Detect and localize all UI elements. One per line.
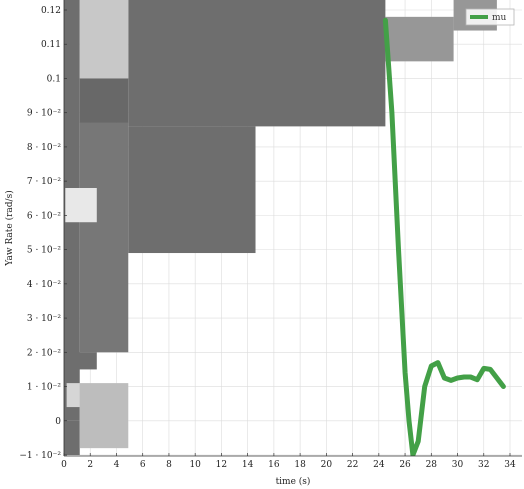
x-tick-label: 0 — [61, 460, 67, 470]
background-region — [65, 188, 97, 223]
x-tick-label: 8 — [166, 460, 172, 470]
axes — [63, 0, 522, 457]
background-region — [66, 383, 80, 408]
y-axis-label: Yaw Rate (rad/s) — [4, 190, 15, 266]
y-tick-label: 3 · 10⁻² — [27, 314, 62, 324]
y-tick-label: 7 · 10⁻² — [27, 177, 62, 187]
series-layer — [382, 17, 506, 456]
x-tick-label: 30 — [452, 460, 464, 470]
x-tick-label: 18 — [294, 460, 306, 470]
x-tick-label: 16 — [268, 460, 280, 470]
x-tick-label: 6 — [140, 460, 146, 470]
x-tick-label: 2 — [87, 460, 93, 470]
x-tick-labels: 0 2 4 6 8 10 12 14 16 18 20 22 24 26 28 30 32 34 — [61, 460, 516, 470]
x-tick-label: 10 — [189, 460, 201, 470]
y-tick-label: −1 · 10⁻² — [19, 451, 61, 461]
y-tick-label: 1 · 10⁻² — [27, 383, 62, 393]
x-tick-label: 14 — [242, 460, 254, 470]
background-region — [79, 0, 129, 79]
background-regions — [64, 0, 497, 455]
y-tick-label: 0.1 — [47, 74, 61, 84]
y-tick-label: 0.11 — [41, 40, 61, 50]
y-tick-label: 9 · 10⁻² — [27, 109, 62, 119]
background-region — [128, 126, 256, 254]
background-region — [79, 383, 129, 449]
y-tick-label: 0 — [55, 417, 61, 427]
legend: mu — [465, 8, 515, 26]
x-tick-label: 32 — [478, 460, 489, 470]
x-tick-label: 28 — [426, 460, 438, 470]
y-tick-label: 8 · 10⁻² — [27, 143, 62, 153]
series-line-mu — [382, 17, 506, 456]
y-tick-label: 5 · 10⁻² — [27, 246, 62, 256]
background-region — [79, 122, 129, 353]
legend-label-mu: mu — [492, 13, 507, 23]
x-axis-label: time (s) — [276, 476, 311, 487]
x-tick-label: 26 — [399, 460, 411, 470]
x-tick-label: 4 — [114, 460, 120, 470]
y-tick-label: 4 · 10⁻² — [27, 280, 62, 290]
y-tick-label: 2 · 10⁻² — [27, 348, 62, 358]
background-region — [128, 0, 386, 127]
y-tick-label: 0.12 — [41, 6, 61, 16]
x-tick-label: 24 — [373, 460, 385, 470]
background-region — [385, 16, 454, 62]
x-tick-label: 34 — [504, 460, 516, 470]
background-region — [64, 352, 97, 370]
background-region — [79, 78, 129, 123]
x-tick-label: 20 — [321, 460, 333, 470]
y-tick-labels: −1 · 10⁻² 0 1 · 10⁻² 2 · 10⁻² 3 · 10⁻² 4 · 10… — [19, 6, 61, 461]
x-tick-label: 22 — [347, 460, 358, 470]
y-tick-label: 6 · 10⁻² — [27, 211, 62, 221]
background-region — [64, 420, 80, 455]
legend-box — [465, 8, 515, 26]
x-tick-label: 12 — [216, 460, 227, 470]
